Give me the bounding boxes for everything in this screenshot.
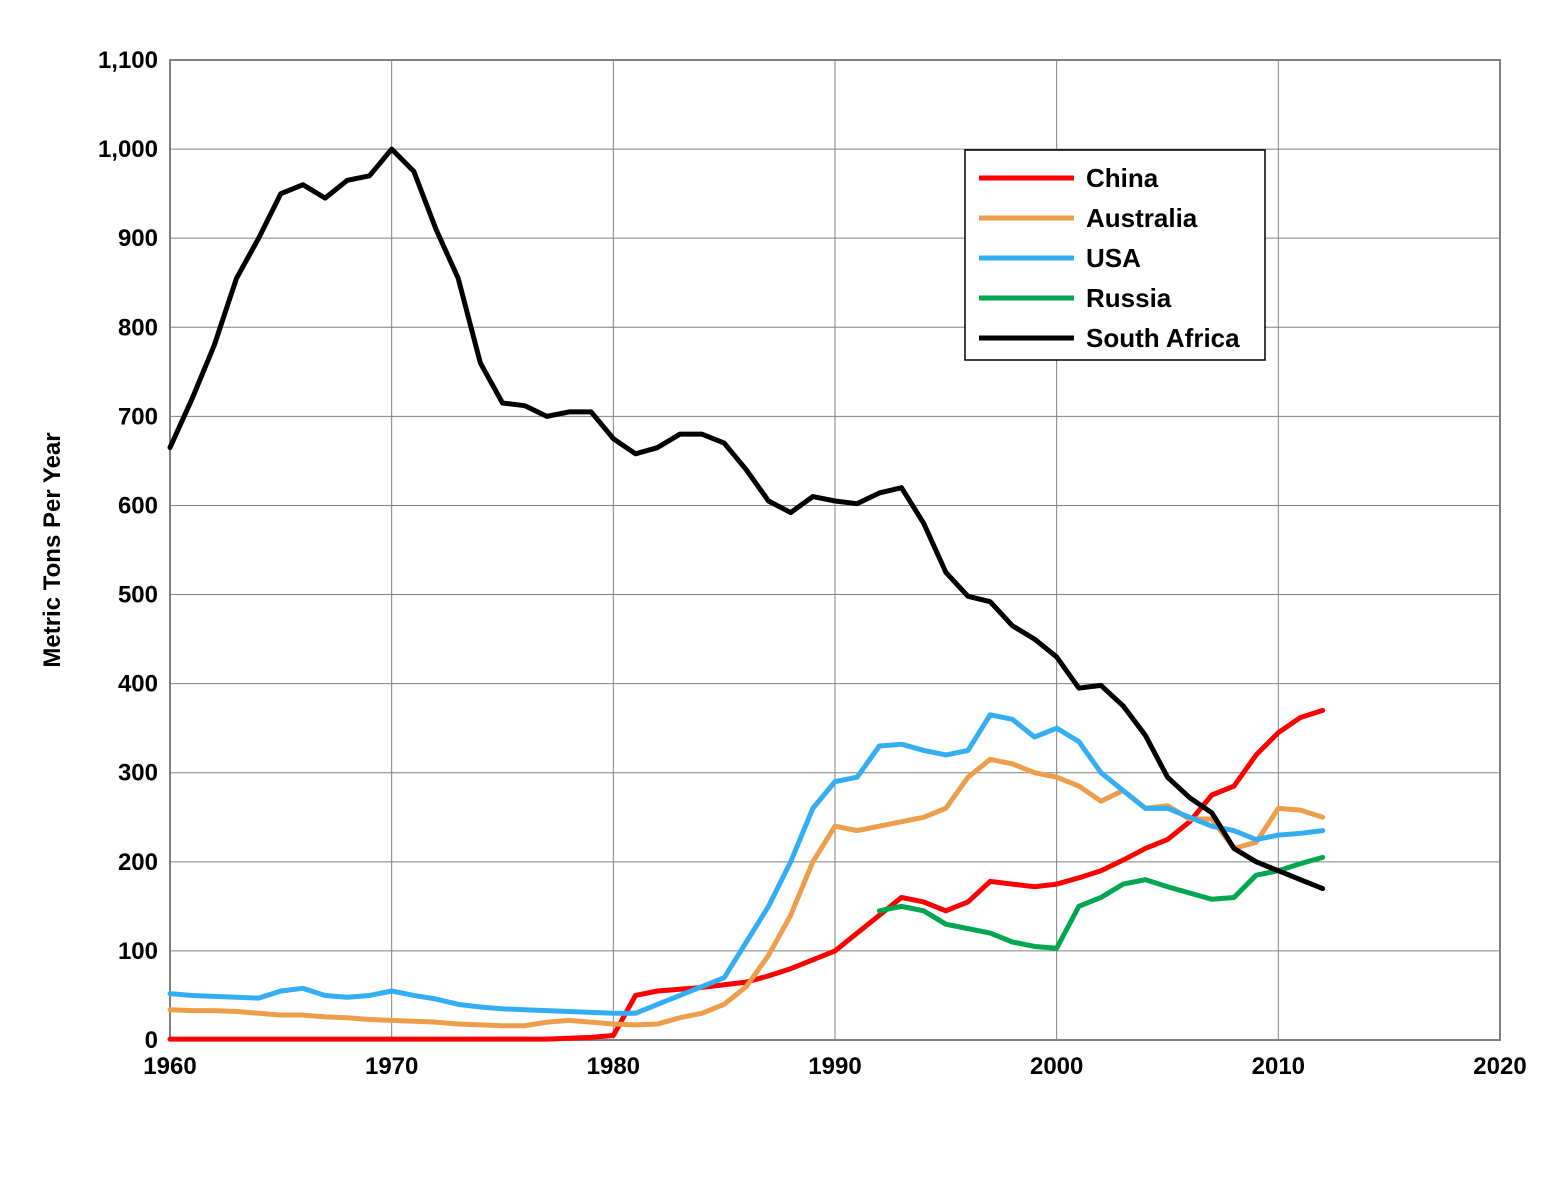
- y-tick-label: 1,000: [98, 136, 158, 163]
- x-tick-label: 2020: [1473, 1053, 1526, 1080]
- x-tick-label: 2000: [1030, 1053, 1083, 1080]
- x-tick-label: 1980: [587, 1053, 640, 1080]
- x-tick-label: 1960: [143, 1053, 196, 1080]
- y-tick-label: 100: [118, 938, 158, 965]
- y-tick-label: 1,100: [98, 47, 158, 74]
- legend-label-australia: Australia: [1086, 203, 1198, 233]
- legend-label-russia: Russia: [1086, 283, 1172, 313]
- x-tick-label: 1990: [808, 1053, 861, 1080]
- x-tick-label: 1970: [365, 1053, 418, 1080]
- y-tick-label: 400: [118, 671, 158, 698]
- y-tick-label: 600: [118, 492, 158, 519]
- y-tick-label: 200: [118, 849, 158, 876]
- y-tick-label: 900: [118, 225, 158, 252]
- y-tick-label: 300: [118, 760, 158, 787]
- chart-svg: 1960 1970 1980 1990 2000 2010 2020 0 100 200 300 40…: [0, 0, 1552, 1199]
- legend-label-china: China: [1086, 163, 1159, 193]
- legend-label-south-africa: South Africa: [1086, 323, 1240, 353]
- x-tick-label: 2010: [1252, 1053, 1305, 1080]
- y-tick-label: 0: [145, 1027, 158, 1054]
- gold-production-chart: 1960 1970 1980 1990 2000 2010 2020 0 100 200 300 40…: [0, 0, 1552, 1199]
- legend-label-usa: USA: [1086, 243, 1141, 273]
- y-axis-label: Metric Tons Per Year: [39, 432, 66, 667]
- y-tick-label: 800: [118, 314, 158, 341]
- y-tick-label: 700: [118, 403, 158, 430]
- y-tick-label: 500: [118, 582, 158, 609]
